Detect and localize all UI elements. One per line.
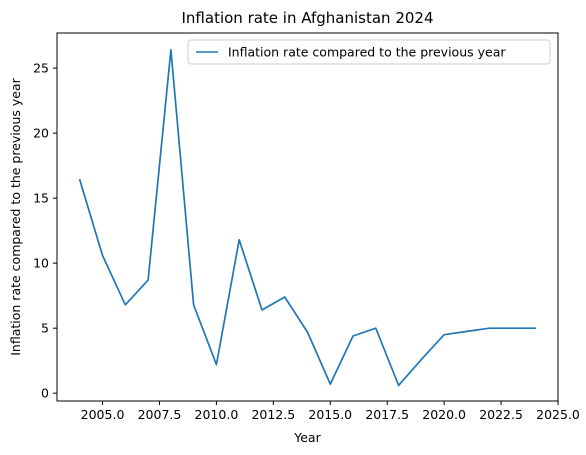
x-tick-label: 2007.5 xyxy=(138,407,182,422)
y-tick-label: 15 xyxy=(33,191,49,206)
x-tick-label: 2010.0 xyxy=(195,407,239,422)
series-line xyxy=(78,49,537,387)
y-axis: 0 5 10 15 20 25 xyxy=(33,61,57,401)
legend: Inflation rate compared to the previous … xyxy=(187,39,551,65)
y-tick-label: 10 xyxy=(33,256,49,271)
axes-frame xyxy=(56,32,559,402)
series-layer xyxy=(78,49,537,387)
x-tick-label: 2020.0 xyxy=(422,407,466,422)
x-tick-label: 2012.5 xyxy=(251,407,295,422)
y-tick-label: 20 xyxy=(33,126,49,141)
y-tick-label: 25 xyxy=(33,61,49,76)
legend-entry: Inflation rate compared to the previous … xyxy=(228,45,506,60)
x-tick-label: 2025.0 xyxy=(536,407,580,422)
x-tick-label: 2005.0 xyxy=(81,407,125,422)
x-axis-label: Year xyxy=(293,430,321,445)
legend-box xyxy=(187,39,551,65)
x-tick-label: 2017.5 xyxy=(365,407,409,422)
plot-area: 2005.0 2007.5 2010.0 2012.5 2015.0 2017.5 2020… xyxy=(33,32,580,422)
chart-title: Inflation rate in Afghanistan 2024 xyxy=(182,9,434,27)
y-tick-label: 0 xyxy=(41,386,49,401)
y-axis-label: Inflation rate compared to the previous … xyxy=(8,77,23,355)
x-tick-label: 2015.0 xyxy=(308,407,352,422)
x-axis: 2005.0 2007.5 2010.0 2012.5 2015.0 2017.5 2020… xyxy=(81,401,580,422)
y-tick-label: 5 xyxy=(41,321,49,336)
x-tick-label: 2022.5 xyxy=(479,407,523,422)
